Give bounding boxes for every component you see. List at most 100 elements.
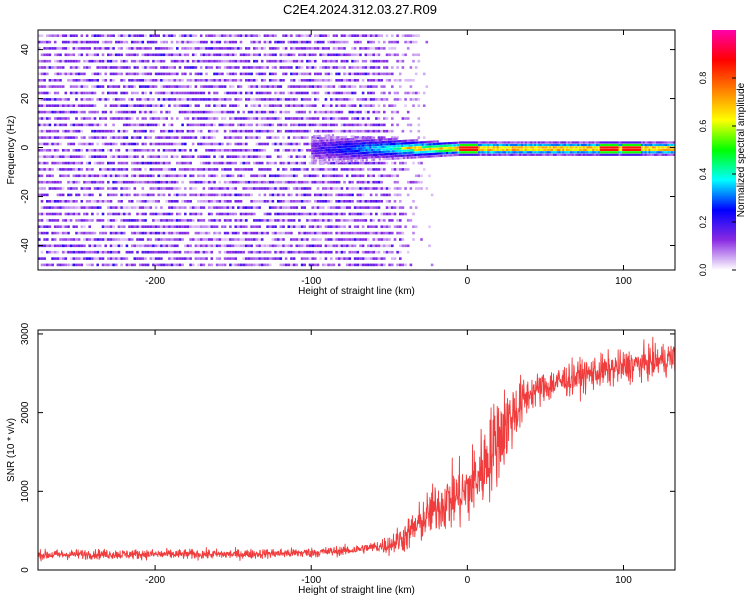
spectrogram-cell <box>56 193 60 197</box>
spectrogram-cell <box>128 155 131 158</box>
spectrogram-cell <box>239 200 243 203</box>
spectrogram-cell <box>303 40 306 44</box>
spectrogram-cell <box>319 212 322 216</box>
spectrogram-cell <box>149 123 153 127</box>
spectrogram-cell <box>165 200 168 203</box>
spectrogram-cell <box>316 139 319 143</box>
spectrogram-cell <box>141 47 145 50</box>
spectrogram-cell <box>384 150 387 153</box>
spectrogram-cell <box>298 72 301 76</box>
spectrogram-cell <box>56 200 60 203</box>
spectrogram-cell <box>149 66 153 69</box>
spectrogram-cell <box>391 140 394 143</box>
spectrogram-cell <box>395 140 398 143</box>
spectrogram-cell <box>239 72 243 76</box>
spectrogram-cell <box>271 79 275 82</box>
spectrogram-cell <box>133 168 137 171</box>
spectrogram-cell <box>250 79 253 82</box>
spectrogram-cell <box>120 231 123 235</box>
spectrogram-cell <box>136 66 139 69</box>
spectrogram-cell <box>61 238 65 241</box>
spectrogram-cell <box>229 206 232 209</box>
spectrogram-cell <box>292 149 296 152</box>
spectrogram-cell <box>290 174 293 178</box>
spectrogram-cell <box>133 136 137 139</box>
spectrogram-cell <box>162 250 166 254</box>
spectrogram-cell <box>298 212 301 216</box>
spectrogram-cell <box>316 200 320 203</box>
spectrogram-cell <box>205 79 208 82</box>
spectrogram-cell <box>322 117 325 120</box>
spectrogram-cell <box>337 104 341 107</box>
spectrogram-cell <box>210 59 214 63</box>
spectrogram-cell <box>282 53 285 57</box>
spectrogram-cell <box>112 263 115 267</box>
spectrogram-cell <box>258 225 261 228</box>
spectrogram-cell <box>391 138 394 141</box>
spectrogram-cell <box>202 193 206 197</box>
spectrogram-cell <box>207 225 211 228</box>
spectrogram-cell <box>205 123 208 127</box>
spectrogram-cell <box>184 161 187 165</box>
spectrogram-cell <box>77 155 81 158</box>
spectrogram-cell <box>250 238 253 241</box>
spectrogram-cell <box>56 72 60 76</box>
spectrogram-cell <box>239 34 243 37</box>
spectrogram-cell <box>263 193 267 197</box>
spectrogram-cell <box>367 257 370 260</box>
spectrogram-cell <box>128 149 131 152</box>
spectrogram-cell <box>125 40 129 44</box>
spectrogram-cell <box>215 98 219 101</box>
spectrogram-cell <box>345 85 349 88</box>
spectrogram-cell <box>218 142 222 146</box>
spectrogram-cell <box>335 151 338 154</box>
spectrogram-cell <box>344 152 348 156</box>
spectrogram-cell <box>160 180 163 184</box>
spectrogram-cell <box>77 250 81 254</box>
spectrogram-cell <box>120 174 123 178</box>
spectrogram-cell <box>170 263 174 267</box>
spectrogram-cell <box>298 142 301 146</box>
spectrogram-cell <box>266 136 269 139</box>
spectrogram-cell <box>314 47 317 50</box>
spectrogram-cell <box>64 244 68 248</box>
spectrogram-cell <box>109 225 113 228</box>
spectrogram-cell <box>322 156 325 159</box>
spectrogram-cell <box>107 168 110 171</box>
spectrogram-cell <box>406 168 410 171</box>
spectrogram-cell <box>109 161 113 165</box>
spectrogram-cell <box>46 66 49 69</box>
spectrogram-cell <box>377 161 381 165</box>
spectrogram-cell <box>279 263 283 267</box>
spectrogram-cell <box>51 85 54 88</box>
spectrogram-cell <box>372 53 375 57</box>
spectrogram-cell <box>393 168 397 171</box>
spectrogram-cell <box>154 34 158 37</box>
spectrogram-cell <box>258 155 261 158</box>
spectrogram-cell <box>149 91 153 95</box>
spectrogram-cell <box>393 98 397 101</box>
spectrogram-cell <box>152 174 155 178</box>
spectrogram-cell <box>268 47 272 50</box>
spectrogram-cell <box>361 129 365 133</box>
spectrogram-cell <box>308 155 312 158</box>
spectrogram-cell <box>290 98 293 101</box>
spectrogram-cell <box>53 85 57 88</box>
spectrogram-cell <box>99 47 102 50</box>
spectrogram-cell <box>319 257 322 260</box>
spectrogram-cell <box>109 40 113 44</box>
spectrogram-cell <box>162 136 166 139</box>
spectrogram-cell <box>80 34 84 37</box>
spectrogram-cell <box>88 174 91 178</box>
spectrogram-cell <box>117 168 121 171</box>
spectrogram-cell <box>350 140 353 143</box>
spectrogram-cell <box>287 110 291 114</box>
spectrogram-cell <box>46 40 49 44</box>
spectrogram-cell <box>316 149 319 152</box>
spectrogram-cell <box>48 187 52 190</box>
spectrogram-cell <box>234 129 237 133</box>
spectrogram-cell <box>364 129 368 133</box>
spectrogram-cell <box>308 72 312 76</box>
spectrogram-cell <box>263 79 267 82</box>
spectrogram-cell <box>130 155 134 158</box>
